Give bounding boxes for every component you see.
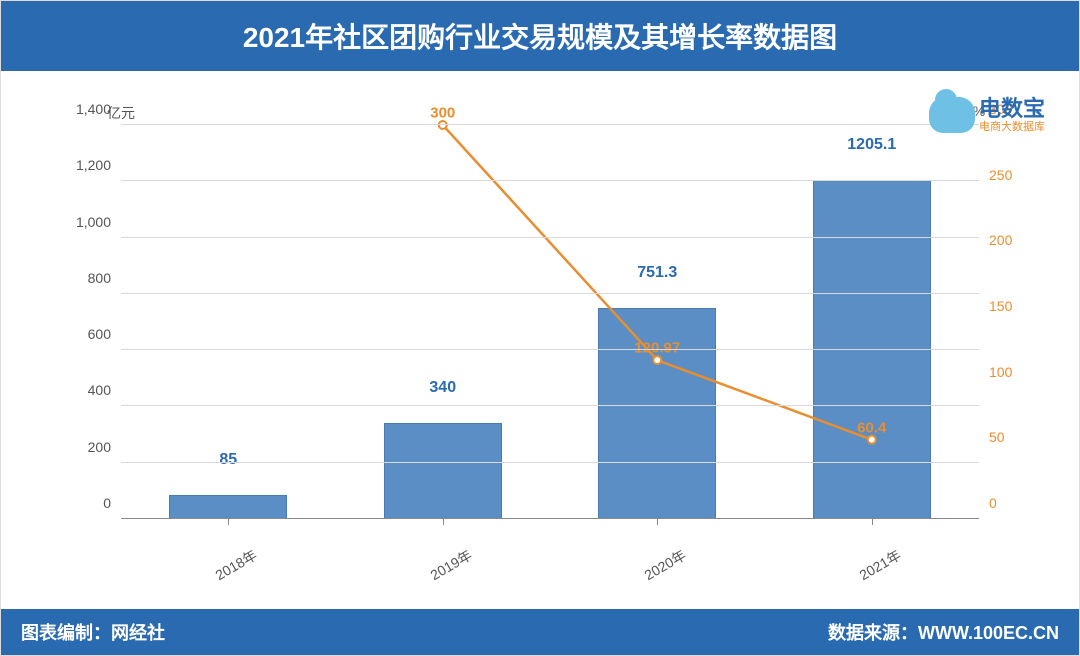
logo-tagline: 电商大数据库 [979, 121, 1045, 133]
plot-rect: 亿元 % 852018年3402019年751.32020年1205.12021… [121, 125, 979, 519]
category-label: 2018年 [212, 545, 261, 585]
grid-line [121, 462, 979, 463]
grid-line [121, 180, 979, 181]
y1-tick-label: 600 [88, 326, 111, 342]
x-tick [872, 519, 873, 525]
y1-tick-label: 200 [88, 439, 111, 455]
line-value-label: 300 [430, 105, 455, 122]
chart-area: 电数宝 电商大数据库 亿元 % 852018年3402019年751.32020… [31, 91, 1049, 589]
y1-tick-label: 400 [88, 382, 111, 398]
line-value-label: 60.4 [857, 419, 886, 436]
grid-line [121, 293, 979, 294]
cloud-icon [929, 97, 975, 133]
grid-line [121, 124, 979, 125]
bar-value-label: 340 [429, 379, 456, 401]
grid-line [121, 518, 979, 519]
bar-value-label: 1205.1 [847, 136, 896, 158]
footer-left: 图表编制：网经社 [21, 619, 165, 645]
y1-tick-label: 1,000 [76, 214, 111, 230]
y1-tick-label: 0 [103, 495, 111, 511]
footer: 图表编制：网经社 数据来源：WWW.100EC.CN [1, 609, 1079, 655]
category-label: 2021年 [855, 545, 904, 585]
y2-tick-label: 100 [989, 364, 1012, 380]
chart-frame: 2021年社区团购行业交易规模及其增长率数据图 电数宝 电商大数据库 亿元 % … [0, 0, 1080, 656]
y2-tick-label: 150 [989, 298, 1012, 314]
logo-name: 电数宝 [979, 97, 1045, 121]
y1-tick-label: 1,200 [76, 157, 111, 173]
labels-layer: 852018年3402019年751.32020年1205.12021年3001… [121, 125, 979, 519]
bar-value-label: 751.3 [637, 264, 677, 286]
grid-line [121, 237, 979, 238]
footer-right: 数据来源：WWW.100EC.CN [828, 619, 1059, 645]
grid-line [121, 349, 979, 350]
y2-tick-label: 0 [989, 495, 997, 511]
y2-tick-label: 200 [989, 232, 1012, 248]
y1-tick-label: 1,400 [76, 101, 111, 117]
grid-line [121, 405, 979, 406]
chart-title: 2021年社区团购行业交易规模及其增长率数据图 [1, 1, 1079, 71]
y2-tick-label: 50 [989, 429, 1005, 445]
x-tick [443, 519, 444, 525]
category-label: 2020年 [641, 545, 690, 585]
y1-unit: 亿元 [107, 103, 135, 123]
y2-tick-label: 250 [989, 167, 1012, 183]
brand-logo: 电数宝 电商大数据库 [929, 97, 1045, 133]
x-tick [228, 519, 229, 525]
y1-tick-label: 800 [88, 270, 111, 286]
x-tick [657, 519, 658, 525]
category-label: 2019年 [426, 545, 475, 585]
